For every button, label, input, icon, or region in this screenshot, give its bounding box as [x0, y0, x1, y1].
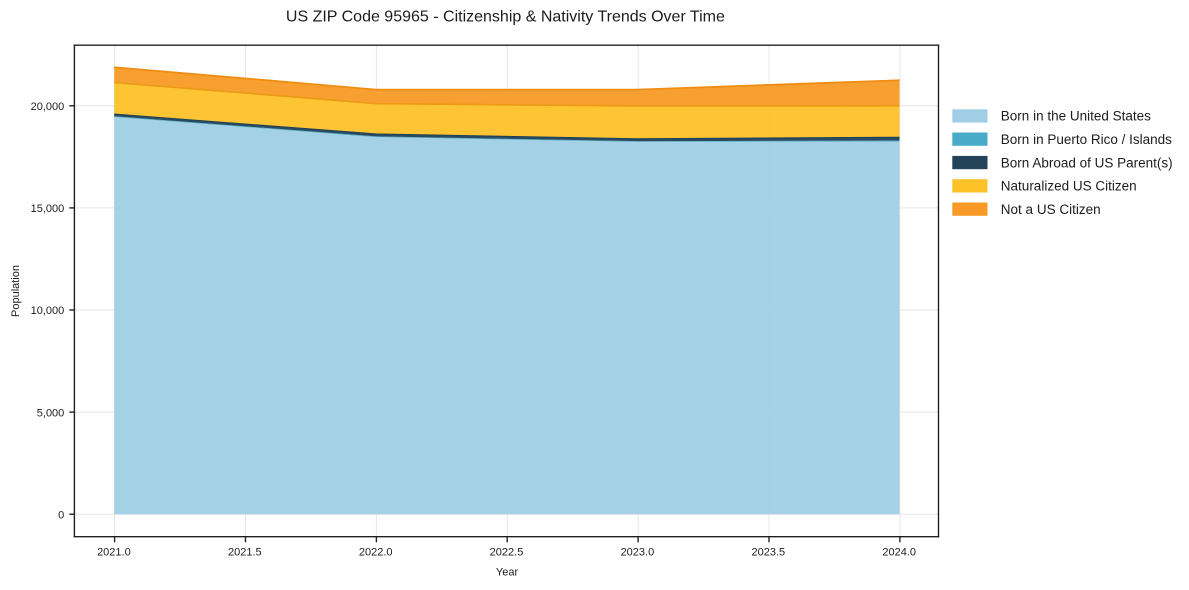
svg-text:Born in Puerto Rico / Islands: Born in Puerto Rico / Islands [1001, 132, 1172, 147]
svg-text:2024.0: 2024.0 [882, 547, 916, 559]
svg-text:2023.0: 2023.0 [621, 547, 655, 559]
svg-text:5,000: 5,000 [37, 407, 65, 419]
svg-text:Not a US Citizen: Not a US Citizen [1001, 202, 1101, 217]
svg-text:20,000: 20,000 [31, 101, 65, 113]
svg-text:15,000: 15,000 [31, 203, 65, 215]
svg-text:10,000: 10,000 [31, 305, 65, 317]
svg-text:Born in the United States: Born in the United States [1001, 109, 1151, 124]
svg-text:0: 0 [58, 509, 64, 521]
svg-text:Naturalized US Citizen: Naturalized US Citizen [1001, 179, 1137, 194]
svg-text:US ZIP Code 95965 - Citizenshi: US ZIP Code 95965 - Citizenship & Nativi… [286, 8, 725, 25]
svg-text:2022.0: 2022.0 [359, 547, 393, 559]
svg-text:2023.5: 2023.5 [751, 547, 785, 559]
svg-text:2021.5: 2021.5 [228, 547, 262, 559]
svg-text:Year: Year [496, 567, 519, 579]
svg-text:Born Abroad of US Parent(s): Born Abroad of US Parent(s) [1001, 155, 1173, 170]
svg-text:Population: Population [10, 265, 22, 317]
svg-text:2021.0: 2021.0 [97, 547, 131, 559]
svg-text:2022.5: 2022.5 [490, 547, 524, 559]
